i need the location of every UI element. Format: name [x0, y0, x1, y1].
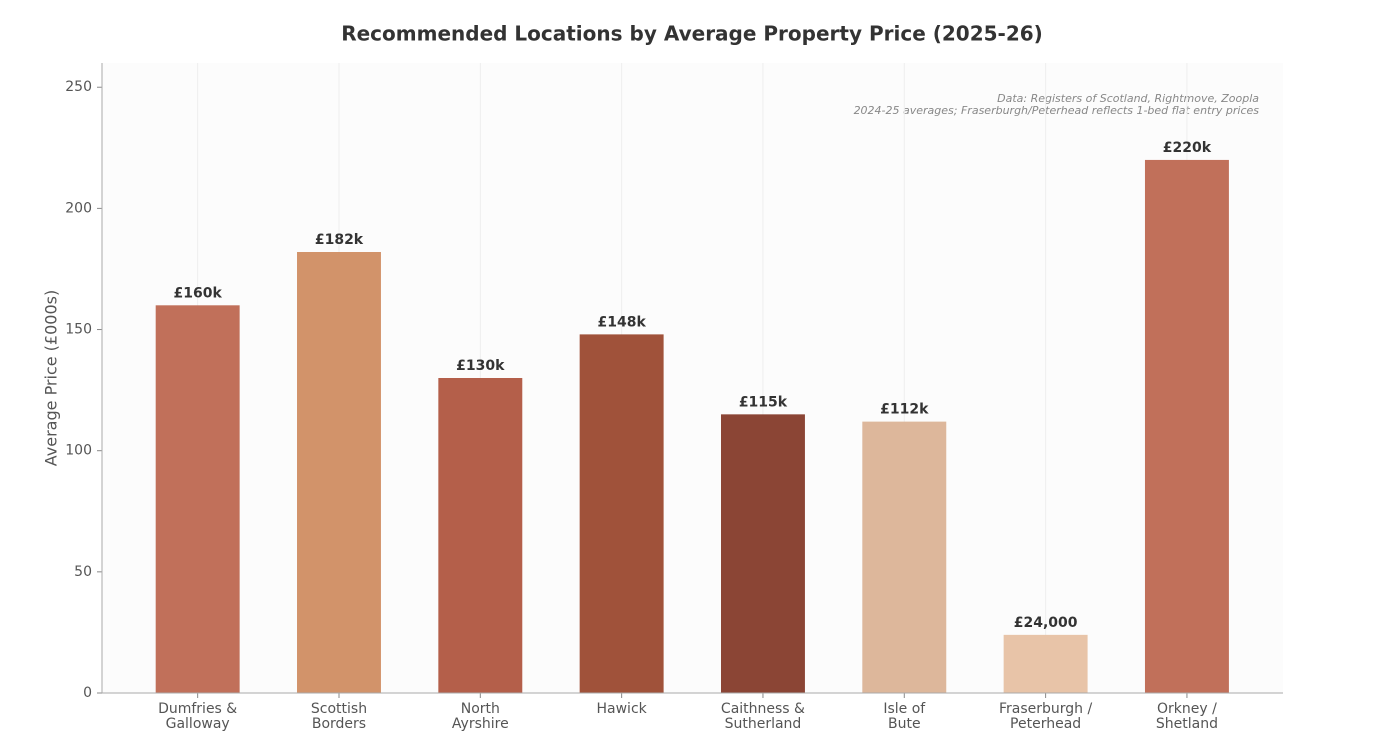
x-tick-label: Orkney / Shetland: [1156, 701, 1218, 732]
x-tick-label: Fraserburgh / Peterhead: [999, 701, 1093, 732]
bar: [297, 252, 381, 693]
x-tick-label-line: North: [461, 701, 500, 717]
bar: [438, 378, 523, 693]
x-tick-label-line: Galloway: [166, 716, 230, 732]
value-label: £115k: [739, 394, 788, 410]
x-tick-label-line: Fraserburgh /: [999, 701, 1093, 717]
bar: [862, 421, 947, 693]
annotation: Data: Registers of Scotland, Rightmove, …: [997, 92, 1259, 105]
y-tick-label: 0: [83, 685, 92, 701]
y-tick-label: 200: [65, 200, 92, 216]
x-tick-label-line: Shetland: [1156, 716, 1218, 732]
x-tick-label-line: Ayrshire: [452, 716, 509, 732]
chart-title: Recommended Locations by Average Propert…: [341, 22, 1043, 46]
value-label: £182k: [315, 232, 364, 248]
x-tick-label-line: Caithness &: [721, 701, 805, 717]
value-label: £220k: [1163, 140, 1212, 156]
annotation: 2024-25 averages; Fraserburgh/Peterhead …: [854, 104, 1260, 117]
y-tick-label: 100: [65, 443, 92, 459]
value-label: £160k: [174, 285, 223, 301]
x-tick-label: Isle of Bute: [883, 701, 926, 732]
x-tick-label: Hawick: [597, 701, 648, 717]
x-tick-label-line: Bute: [888, 716, 921, 732]
x-tick-label-line: Dumfries &: [158, 701, 237, 717]
x-tick-label-line: Peterhead: [1010, 716, 1081, 732]
y-tick-label: 50: [74, 564, 92, 580]
y-tick-label: 250: [65, 79, 92, 95]
bar: [720, 414, 805, 693]
y-tick-label: 150: [65, 322, 92, 338]
value-label: £130k: [456, 358, 505, 374]
x-tick-label-line: Scottish: [311, 701, 367, 717]
bar: [1144, 159, 1229, 693]
y-axis-label: Average Price (£000s): [42, 290, 61, 466]
x-tick-label-line: Borders: [312, 716, 366, 732]
bar: [579, 334, 664, 693]
value-label: £148k: [597, 314, 646, 330]
x-tick-label: Caithness & Sutherland: [721, 701, 805, 732]
x-tick-label: Scottish Borders: [311, 701, 367, 732]
plot-area: [102, 63, 1283, 693]
value-label: £24,000: [1014, 615, 1078, 631]
x-tick-label-line: Sutherland: [725, 716, 802, 732]
x-tick-label: Dumfries & Galloway: [158, 701, 237, 732]
bar: [155, 305, 240, 693]
x-tick-label: North Ayrshire: [452, 701, 509, 732]
x-tick-label-line: Hawick: [597, 701, 648, 717]
x-tick-label-line: Isle of: [883, 701, 926, 717]
value-label: £112k: [880, 402, 929, 418]
x-tick-label-line: Orkney /: [1157, 701, 1217, 717]
bar: [1003, 634, 1088, 693]
